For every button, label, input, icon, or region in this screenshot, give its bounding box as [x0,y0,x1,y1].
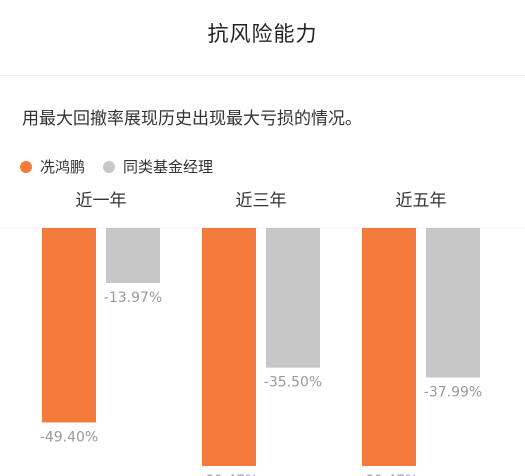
description-text: 用最大回撤率展现历史出现最大亏损的情况。 [22,109,362,129]
header: 抗风险能力 [0,0,525,76]
bar [426,228,480,378]
bar [362,228,416,466]
bar-value-label: -13.97% [104,290,162,306]
legend-item-manager: 冼鸿鹏 [20,156,85,177]
bar [42,228,96,423]
legend-item-peers: 同类基金经理 [103,156,213,177]
category-label: 近五年 [396,191,447,211]
legend-dot-icon [103,160,116,173]
bar-value-label: -60.47% [200,473,258,476]
bar [202,228,256,466]
bar-value-label: -60.47% [360,473,418,476]
bar [106,228,160,283]
bar-value-label: -37.99% [424,385,482,401]
bar-value-label: -35.50% [264,375,322,391]
page-title: 抗风险能力 [207,22,318,46]
legend-dot-icon [20,160,32,173]
legend-label: 同类基金经理 [123,158,214,176]
category-label: 近三年 [236,191,287,211]
bar [266,228,320,368]
category-label: 近一年 [76,191,127,211]
bar-value-label: -49.40% [40,429,98,445]
legend-label: 冼鸿鹏 [40,158,86,176]
chart-legend: 冼鸿鹏 同类基金经理 [20,156,231,177]
